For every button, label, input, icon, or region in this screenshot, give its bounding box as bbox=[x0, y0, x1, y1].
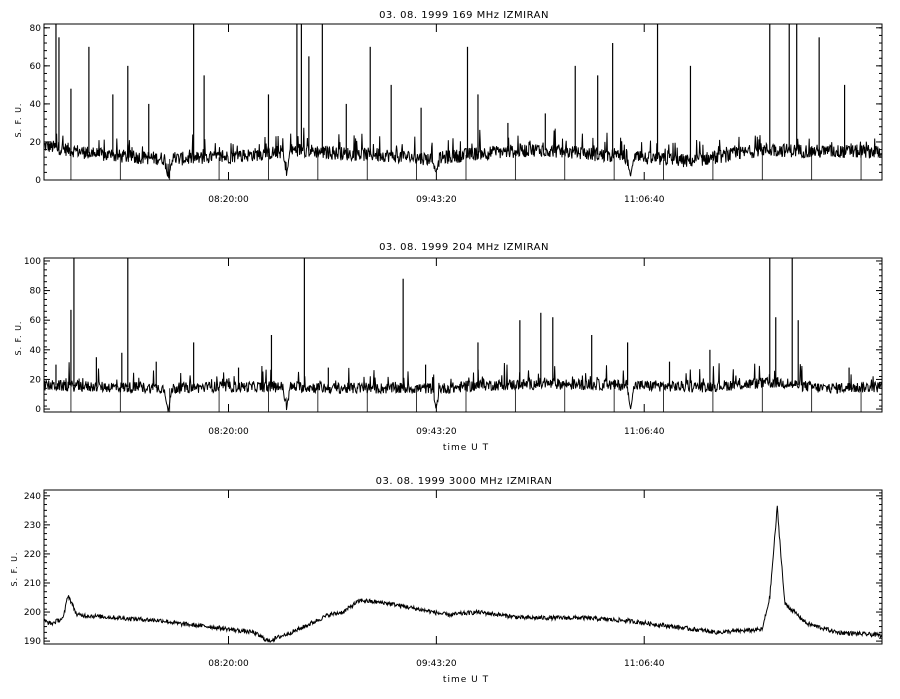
y-tick-label: 210 bbox=[24, 579, 41, 589]
x-tick-label: 09:43:20 bbox=[416, 195, 457, 205]
y-tick-label: 80 bbox=[30, 287, 42, 297]
panel-title: 03. 08. 1999 204 MHz IZMIRAN bbox=[379, 242, 549, 253]
panel-169mhz: 03. 08. 1999 169 MHz IZMIRAN S. F. U. 0 2… bbox=[14, 10, 883, 205]
y-tick-label: 220 bbox=[24, 550, 41, 560]
y-tick-label: 100 bbox=[24, 257, 41, 267]
plot-frame bbox=[43, 489, 883, 645]
y-tick-label: 80 bbox=[30, 24, 42, 34]
y-tick-label: 200 bbox=[24, 608, 41, 618]
panel-3000mhz: 03. 08. 1999 3000 MHz IZMIRAN S. F. U. t… bbox=[10, 476, 883, 685]
y-axis-label: S. F. U. bbox=[14, 321, 23, 356]
x-axis-label: time U T bbox=[443, 443, 489, 453]
x-tick-label: 08:20:00 bbox=[208, 659, 249, 669]
x-tick-label: 09:43:20 bbox=[416, 427, 457, 437]
y-tick-label: 40 bbox=[30, 100, 42, 110]
y-tick-label: 20 bbox=[30, 138, 42, 148]
y-tick-label: 40 bbox=[30, 346, 42, 356]
y-axis-label: S. F. U. bbox=[10, 552, 19, 587]
x-axis-label: time U T bbox=[443, 675, 489, 685]
flux-series-line bbox=[43, 362, 883, 412]
x-tick-label: 08:20:00 bbox=[208, 195, 249, 205]
x-tick-label: 08:20:00 bbox=[208, 427, 249, 437]
panel-title: 03. 08. 1999 169 MHz IZMIRAN bbox=[379, 10, 549, 21]
x-tick-label: 11:06:40 bbox=[624, 427, 665, 437]
y-axis-label: S. F. U. bbox=[14, 103, 23, 138]
y-tick-label: 60 bbox=[30, 316, 42, 326]
y-tick-label: 0 bbox=[35, 176, 41, 186]
x-tick-label: 09:43:20 bbox=[416, 659, 457, 669]
y-tick-label: 60 bbox=[30, 62, 42, 72]
y-tick-label: 20 bbox=[30, 375, 42, 385]
panel-title: 03. 08. 1999 3000 MHz IZMIRAN bbox=[376, 476, 553, 487]
plot-frame bbox=[43, 23, 883, 181]
y-tick-label: 240 bbox=[24, 492, 41, 502]
y-tick-label: 190 bbox=[24, 637, 41, 647]
flux-series-line bbox=[43, 127, 883, 179]
x-tick-label: 11:06:40 bbox=[624, 659, 665, 669]
x-tick-label: 11:06:40 bbox=[624, 195, 665, 205]
y-tick-label: 230 bbox=[24, 521, 41, 531]
flux-series-line bbox=[43, 505, 883, 643]
panel-204mhz: 03. 08. 1999 204 MHz IZMIRAN S. F. U. ti… bbox=[14, 242, 883, 453]
y-tick-label: 0 bbox=[35, 405, 41, 415]
